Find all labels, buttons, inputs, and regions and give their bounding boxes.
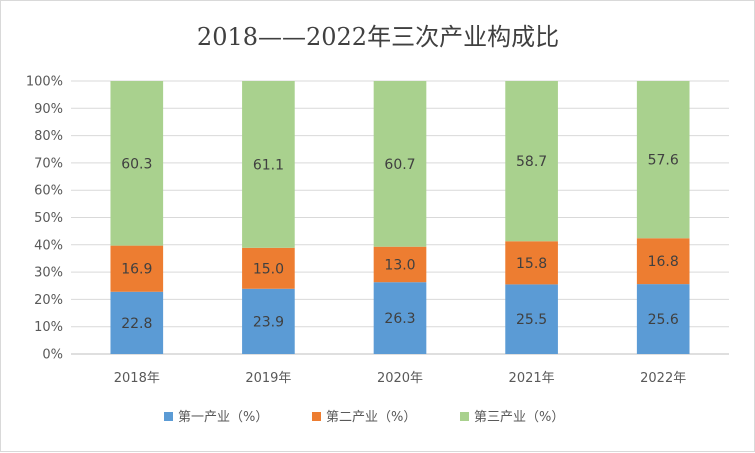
data-label: 15.8	[516, 256, 547, 272]
bar-segment-series2	[505, 241, 558, 285]
y-tick-label: 70%	[34, 156, 63, 171]
y-tick-label: 50%	[34, 211, 63, 226]
data-label: 16.8	[648, 254, 679, 270]
bar-segment-series2	[242, 247, 295, 289]
y-tick-label: 10%	[34, 320, 63, 335]
data-label: 60.7	[384, 157, 415, 173]
data-label: 58.7	[516, 154, 547, 170]
chart-title: 2018——2022年三次产业构成比	[197, 23, 559, 51]
x-tick-label: 2020年	[377, 371, 423, 386]
legend-swatch	[164, 412, 173, 421]
bar-segment-series3	[636, 81, 690, 239]
data-label: 15.0	[253, 261, 284, 277]
bar-segment-series1	[373, 282, 427, 354]
bar-segment-series2	[110, 245, 164, 292]
legend-item: 第三产业（%）	[460, 410, 564, 425]
y-tick-label: 60%	[34, 184, 63, 199]
y-tick-label: 90%	[34, 102, 63, 117]
data-label: 61.1	[253, 157, 284, 173]
legend-label: 第二产业（%）	[326, 410, 416, 425]
data-label: 60.3	[121, 156, 152, 172]
bar-segment-series2	[373, 246, 427, 283]
legend-swatch	[460, 412, 469, 421]
legend-item: 第一产业（%）	[164, 410, 268, 425]
data-label: 26.3	[384, 311, 415, 327]
legend-label: 第一产业（%）	[178, 410, 268, 425]
bar-segment-series1	[636, 284, 690, 354]
bar-segment-series3	[110, 81, 164, 246]
bar-segment-series1	[242, 288, 295, 354]
data-label: 25.6	[648, 312, 679, 328]
bars	[110, 81, 690, 354]
legend-label: 第三产业（%）	[474, 410, 564, 425]
data-label: 25.5	[516, 312, 547, 328]
x-axis-tick-labels: 2018年 2019年 2020年 2021年 2022年	[114, 371, 686, 386]
x-tick-label: 2019年	[245, 371, 291, 386]
legend-swatch	[312, 412, 321, 421]
y-tick-label: 0%	[42, 348, 63, 363]
bar-segment-series3	[242, 81, 295, 248]
data-label: 22.8	[121, 316, 152, 332]
bar-segment-series1	[110, 291, 164, 354]
legend-item: 第二产业（%）	[312, 410, 416, 425]
x-tick-label: 2022年	[640, 371, 686, 386]
bar-segment-series1	[505, 284, 558, 354]
bar-segment-series3	[373, 81, 427, 247]
data-label: 16.9	[121, 262, 152, 278]
y-tick-label: 40%	[34, 238, 63, 253]
x-tick-label: 2018年	[114, 371, 160, 386]
data-label: 13.0	[384, 257, 415, 273]
bar-segment-series3	[505, 81, 558, 242]
y-axis-tick-labels: 0% 10% 20% 30% 40% 50% 60% 70% 80% 90% 100%	[26, 75, 63, 363]
data-label: 57.6	[648, 153, 679, 169]
data-labels: 22.8 16.9 60.3 23.9 15.0 61.1 26.3 13.0 60.7 25.5…	[121, 153, 679, 332]
y-tick-label: 80%	[34, 129, 63, 144]
y-tick-label: 20%	[34, 293, 63, 308]
y-tick-label: 100%	[26, 75, 63, 90]
legend: 第一产业（%） 第二产业（%） 第三产业（%）	[164, 410, 564, 425]
x-tick-label: 2021年	[509, 371, 555, 386]
bar-segment-series2	[636, 238, 690, 285]
data-label: 23.9	[253, 314, 284, 330]
y-tick-label: 30%	[34, 266, 63, 281]
